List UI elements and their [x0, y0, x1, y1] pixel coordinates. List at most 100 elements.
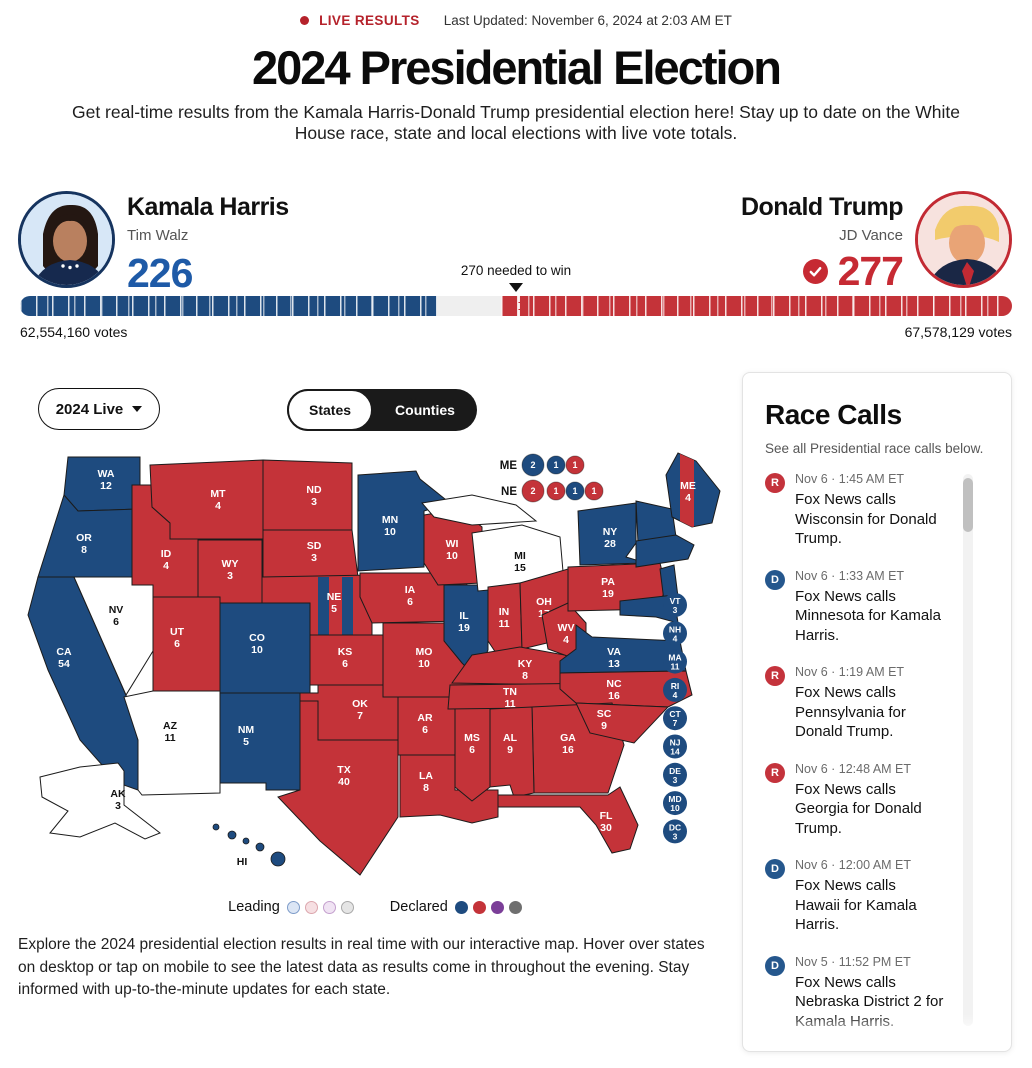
- trump-running-mate: JD Vance: [839, 227, 903, 244]
- district-dot-ME-2[interactable]: [546, 455, 566, 475]
- live-status-bar: LIVE RESULTS Last Updated: November 6, 2…: [0, 13, 1032, 28]
- state-SC[interactable]: [575, 702, 670, 744]
- live-results-label: LIVE RESULTS: [319, 13, 420, 28]
- state-label-OR: OR 8: [76, 532, 92, 556]
- party-badge-r: R: [765, 473, 785, 493]
- district-dot-ME-3[interactable]: [565, 455, 585, 475]
- state-HI[interactable]: [242, 837, 250, 845]
- state-label-IN: IN 11: [498, 606, 509, 630]
- state-label-TX: TX 40: [337, 764, 350, 788]
- trump-name: Donald Trump: [740, 193, 904, 221]
- legend-leading-swatch: [304, 900, 318, 914]
- candidate-trump: Donald Trump JD Vance 277: [741, 191, 1012, 295]
- state-HI[interactable]: [255, 842, 265, 852]
- state-AZ[interactable]: [123, 690, 221, 796]
- state-MI[interactable]: [471, 524, 565, 592]
- trump-portrait-icon: [918, 194, 1009, 285]
- race-calls-list[interactable]: R Nov 6 · 1:45 AM ET Fox News calls Wiscon…: [765, 472, 989, 1038]
- year-selector-value: 2024 Live: [55, 400, 124, 418]
- state-label-ME: ME 4: [680, 480, 696, 504]
- page-title: 2024 Presidential Election: [252, 41, 782, 94]
- state-NE-district-stripe: [318, 577, 329, 635]
- state-MIUP[interactable]: [421, 494, 538, 526]
- race-call-item: D Nov 6 · 1:33 AM ET Fox News calls Minnes…: [765, 569, 949, 646]
- state-AK[interactable]: [39, 762, 161, 840]
- race-call-item: R Nov 6 · 1:19 AM ET Fox News calls Pennsy…: [765, 665, 949, 742]
- harris-electoral-votes: 226: [127, 250, 193, 296]
- state-HI[interactable]: [212, 823, 220, 831]
- state-label-WA: WA 12: [98, 468, 115, 492]
- needed-to-win-marker: 270 needed to win: [0, 262, 1032, 292]
- state-TX[interactable]: [277, 700, 399, 876]
- state-label-VA: VA 13: [607, 646, 621, 670]
- state-NM[interactable]: [219, 692, 301, 791]
- scrollbar-thumb[interactable]: [963, 478, 973, 532]
- us-map-container: WA 12 OR 8 CA 54 NV 6 ID 4 MT 4 WY 3 UT 6 AZ 11 CO 10 NM 5 ND 3…: [20, 445, 730, 895]
- race-call-text: Fox News calls Hawaii for Kamala Harris.: [795, 877, 917, 933]
- state-ME-district-stripe: [680, 453, 694, 527]
- toggle-counties[interactable]: Counties: [395, 402, 455, 418]
- district-dot-NE-2[interactable]: [546, 481, 566, 501]
- district-dot-NE-1[interactable]: [521, 479, 545, 503]
- state-label-MS: MS 6: [464, 732, 480, 756]
- page-subtitle: Get real-time results from the Kamala Ha…: [71, 102, 961, 144]
- district-dot-NE-3[interactable]: [565, 481, 585, 501]
- district-dot-value: 1: [553, 486, 558, 496]
- split-row-label-ME: ME: [500, 460, 518, 472]
- east-circle-DE[interactable]: [663, 762, 687, 787]
- toggle-states[interactable]: States: [287, 389, 374, 431]
- party-badge-d: D: [765, 859, 785, 879]
- year-selector-dropdown[interactable]: 2024 Live: [38, 388, 160, 430]
- state-label-FL: FL 30: [600, 810, 613, 834]
- state-MACTRI[interactable]: [635, 534, 695, 568]
- state-label-IA: IA 6: [405, 584, 416, 608]
- race-call-time: Nov 5 · 11:52 PM ET: [795, 954, 911, 969]
- state-label-NC: NC 16: [606, 678, 622, 702]
- electoral-vote-bar[interactable]: [20, 296, 1012, 316]
- state-FL[interactable]: [497, 786, 639, 854]
- state-label-ND: ND 3: [306, 484, 322, 508]
- scrollbar-track[interactable]: [963, 474, 973, 1026]
- state-label-CO: CO 10: [249, 632, 265, 656]
- district-dot-value: 2: [530, 486, 535, 496]
- legend-leading-swatches: [286, 900, 354, 914]
- trump-bar-segment: [501, 296, 1012, 316]
- us-map: WA 12 OR 8 CA 54 NV 6 ID 4 MT 4 WY 3 UT 6 AZ 11 CO 10 NM 5 ND 3…: [27, 452, 721, 876]
- east-circle-NJ[interactable]: [663, 734, 687, 759]
- east-circle-MA[interactable]: [663, 649, 687, 674]
- district-dot-ME-1[interactable]: [521, 453, 545, 477]
- state-label-NM: NM 5: [238, 724, 255, 748]
- east-circle-NH[interactable]: [663, 621, 687, 646]
- race-call-time: Nov 6 · 1:19 AM ET: [795, 665, 905, 679]
- race-call-item: D Nov 6 · 12:00 AM ET Fox News calls Hawai…: [765, 858, 949, 935]
- east-circle-CT[interactable]: [663, 706, 687, 731]
- east-circle-VT[interactable]: [663, 593, 687, 617]
- state-UT[interactable]: [152, 596, 221, 692]
- district-dot-value: 2: [530, 460, 535, 470]
- race-call-time: Nov 6 · 12:00 AM ET: [795, 858, 912, 872]
- state-HI[interactable]: [227, 830, 237, 840]
- east-circle-label-DC: DC 3: [669, 822, 681, 841]
- state-label-NE: NE 5: [327, 591, 342, 615]
- race-call-text: Fox News calls Wisconsin for Donald Trum…: [795, 491, 937, 547]
- district-dot-value: 1: [572, 460, 577, 470]
- legend-declared-swatch: [508, 900, 522, 914]
- legend-declared-swatch: [490, 900, 504, 914]
- map-legend: Leading Declared: [20, 899, 730, 915]
- race-call-time: Nov 6 · 1:33 AM ET: [795, 568, 905, 583]
- state-label-HI: HI: [237, 856, 248, 868]
- race-call-time: Nov 6 · 1:45 AM ET: [795, 472, 905, 486]
- needed-to-win-label: 270 needed to win: [460, 263, 572, 278]
- state-CO[interactable]: [219, 602, 311, 694]
- state-HI[interactable]: [270, 851, 286, 867]
- legend-declared-swatches: [454, 900, 522, 914]
- legend-declared-swatch: [454, 900, 468, 914]
- state-label-OK: OK 7: [352, 698, 368, 722]
- east-circle-DC[interactable]: [663, 819, 687, 844]
- east-circle-RI[interactable]: [663, 677, 687, 702]
- east-circle-MD[interactable]: [663, 791, 687, 816]
- threshold-dashed-line: [517, 296, 520, 316]
- harris-bar-segment: [20, 296, 437, 316]
- state-label-LA: LA 8: [419, 770, 433, 794]
- district-dot-NE-4[interactable]: [584, 481, 604, 501]
